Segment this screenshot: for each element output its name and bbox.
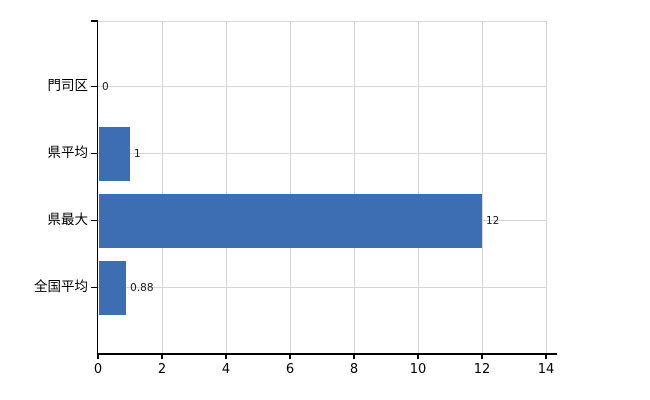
x-axis	[96, 353, 557, 355]
x-tick-label: 4	[221, 362, 231, 377]
x-tick-label: 8	[349, 362, 359, 377]
value-label: 0	[102, 80, 109, 93]
y-tick-mark	[90, 152, 97, 155]
category-label: 県平均	[47, 144, 89, 161]
value-label: 12	[486, 214, 500, 227]
x-tick-label: 12	[473, 362, 491, 377]
y-tick-mark	[90, 20, 97, 22]
gridline-horizontal	[98, 287, 546, 288]
value-label: 1	[134, 147, 141, 160]
y-axis	[96, 20, 98, 354]
gridline-horizontal	[98, 153, 546, 154]
y-tick-mark	[90, 85, 97, 88]
gridline-horizontal	[98, 20, 546, 22]
x-tick-mark	[161, 353, 163, 359]
x-tick-mark	[289, 353, 291, 359]
bar	[99, 260, 127, 315]
gridline-vertical	[289, 21, 291, 353]
x-tick-mark	[417, 353, 419, 359]
bar	[99, 126, 130, 181]
gridline-vertical	[545, 21, 547, 353]
x-tick-label: 14	[537, 362, 555, 377]
bar	[99, 193, 482, 248]
category-label: 全国平均	[34, 278, 88, 295]
gridline-vertical	[225, 21, 227, 353]
gridline-vertical	[417, 21, 419, 353]
gridline-vertical	[481, 21, 483, 353]
gridline-vertical	[161, 21, 163, 353]
x-tick-label: 6	[285, 362, 295, 377]
gridline-horizontal	[98, 86, 546, 87]
x-tick-mark	[225, 353, 227, 359]
gridline-vertical	[353, 21, 355, 353]
x-tick-mark	[481, 353, 483, 359]
value-label: 0.88	[130, 281, 154, 294]
x-tick-label: 10	[409, 362, 427, 377]
y-tick-mark	[90, 219, 97, 222]
category-label: 県最大	[47, 211, 89, 228]
x-tick-mark	[353, 353, 355, 359]
category-label: 門司区	[47, 77, 89, 94]
x-tick-mark	[545, 353, 547, 359]
x-tick-label: 2	[157, 362, 167, 377]
x-tick-label: 0	[93, 362, 103, 377]
y-tick-mark	[90, 286, 97, 289]
x-tick-mark	[97, 353, 99, 359]
